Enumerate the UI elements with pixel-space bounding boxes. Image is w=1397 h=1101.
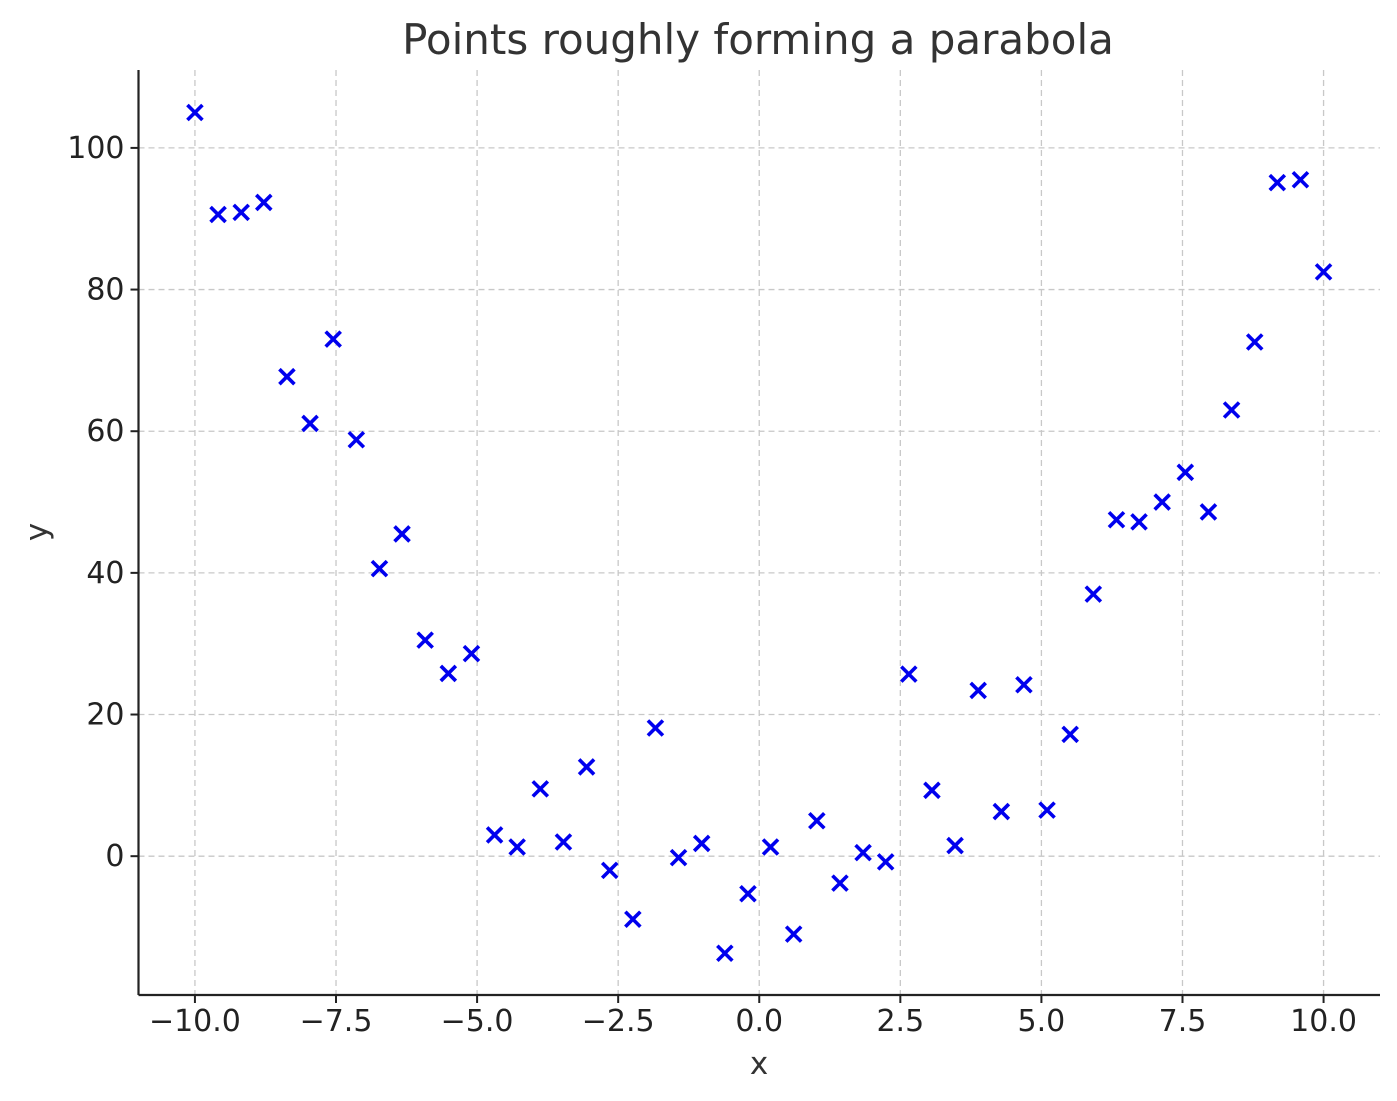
data-point-marker [923, 781, 941, 800]
data-point-marker [600, 861, 619, 880]
data-point-marker [669, 848, 688, 867]
data-point-marker [416, 631, 434, 649]
data-point-marker [347, 430, 366, 449]
data-point-marker [209, 205, 227, 224]
data-point-marker [1015, 676, 1033, 694]
data-point-marker [646, 719, 665, 737]
data-point-marker [255, 193, 273, 212]
data-point-marker [624, 910, 642, 928]
data-point-marker [186, 103, 204, 122]
data-point-marker [1268, 173, 1287, 192]
chart-title: Points roughly forming a parabola [402, 15, 1114, 64]
data-point-marker [716, 944, 734, 962]
data-point-marker [278, 367, 296, 386]
y-tick-label: 60 [86, 414, 124, 449]
data-point-marker [1222, 401, 1241, 419]
data-point-marker [1199, 503, 1218, 521]
data-point-marker [508, 838, 526, 856]
data-points [186, 103, 1333, 962]
y-tick-label: 20 [86, 698, 124, 733]
data-point-marker [1176, 463, 1195, 482]
x-tick-label: 2.5 [876, 1004, 924, 1039]
grid-lines [138, 70, 1380, 995]
data-point-marker [1084, 585, 1103, 603]
data-point-marker [577, 758, 596, 776]
x-tick-label: 10.0 [1290, 1004, 1357, 1039]
y-tick-label: 80 [86, 273, 124, 308]
data-point-marker [1291, 171, 1310, 189]
data-point-marker [393, 525, 411, 543]
y-tick-label: 0 [105, 839, 124, 874]
data-point-marker [531, 780, 550, 798]
data-point-marker [808, 811, 826, 830]
x-tick-label: −2.5 [582, 1004, 655, 1039]
data-point-marker [439, 664, 458, 683]
data-point-marker [692, 834, 711, 853]
data-point-marker [485, 826, 504, 844]
y-tick-label: 100 [67, 131, 124, 166]
data-point-marker [1107, 510, 1126, 529]
data-point-marker [784, 925, 803, 943]
y-axis-ticks: 0 20 40 60 80 100 [67, 131, 139, 874]
data-point-marker [969, 681, 987, 700]
x-tick-label: 5.0 [1018, 1004, 1066, 1039]
data-point-marker [370, 559, 389, 578]
y-axis-label: y [19, 523, 55, 541]
x-tick-label: 0.0 [735, 1004, 783, 1039]
data-point-marker [301, 414, 319, 433]
data-point-marker [462, 644, 481, 663]
x-tick-label: −10.0 [149, 1004, 241, 1039]
data-point-marker [1038, 801, 1056, 819]
data-point-marker [1245, 333, 1264, 351]
x-axis-ticks: −10.0 −7.5 −5.0 −2.5 0.0 2.5 5.0 7.5 10.0 [149, 995, 1357, 1039]
data-point-marker [900, 665, 918, 683]
data-point-marker [1130, 513, 1148, 531]
data-point-marker [946, 836, 964, 855]
data-point-marker [1153, 493, 1171, 511]
data-point-marker [1061, 725, 1079, 744]
data-point-marker [324, 330, 342, 348]
x-tick-label: −5.0 [441, 1004, 514, 1039]
data-point-marker [876, 853, 895, 871]
data-point-marker [831, 874, 849, 892]
y-tick-label: 40 [86, 556, 124, 591]
data-point-marker [1314, 263, 1333, 281]
data-point-marker [554, 833, 573, 851]
x-tick-label: −7.5 [300, 1004, 373, 1039]
data-point-marker [854, 843, 872, 862]
data-point-marker [232, 203, 250, 222]
x-tick-label: 7.5 [1159, 1004, 1207, 1039]
data-point-marker [761, 838, 780, 856]
data-point-marker [992, 802, 1011, 821]
data-point-marker [739, 884, 757, 903]
x-axis-label: x [750, 1046, 768, 1082]
